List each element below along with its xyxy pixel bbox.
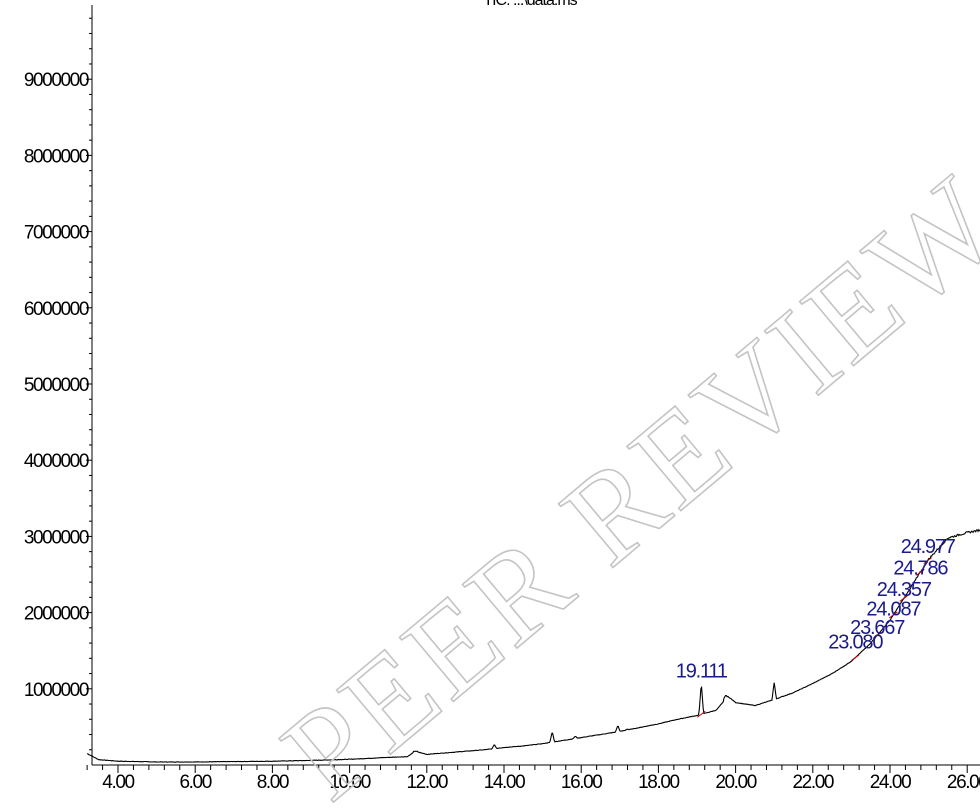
peak-marker [850,654,860,662]
peak-marker [923,557,933,565]
x-tick-label: 22.00 [793,772,834,793]
x-tick-label: 18.00 [638,772,679,793]
x-tick-label: 10.00 [329,772,370,793]
y-tick-label: 4000000 [24,451,89,472]
peak-label: 23.667 [850,617,905,639]
y-tick-label: 6000000 [24,299,89,320]
peak-labels: 19.111 23.08023.66724.08724.35724.78624.9… [676,536,957,682]
y-tick-label: 5000000 [24,375,89,396]
x-tick-label: 14.00 [484,772,525,793]
peak-marker [696,710,706,718]
y-tick-label: 2000000 [24,604,89,625]
x-tick-label: 8.00 [257,772,289,793]
peak-label: 23.080 [828,631,883,653]
x-tick-label: 12.00 [407,772,448,793]
y-tick-label: 8000000 [24,146,89,167]
peak-marker [872,632,882,639]
x-tick-label: 16.00 [561,772,602,793]
x-tick-label: 26.00 [947,772,980,793]
x-tick-label: 24.00 [870,772,911,793]
y-tick-label: 1000000 [24,680,89,701]
chart-title: TIC: ...\data.ms [483,0,577,9]
peak-marker [899,595,909,602]
peak-label: 24.357 [877,579,932,601]
x-axis: 4.00 6.00 8.00 10.00 12.00 14.00 16.00 18.00 20.… [86,764,980,793]
plot-area [86,528,980,763]
peak-label: 19.111 [676,660,728,682]
y-axis: 1000000 2000000 3000000 4000000 5000000 60000… [24,5,93,765]
x-tick-label: 6.00 [180,772,212,793]
y-tick-label: 9000000 [24,70,89,91]
peak-marker [916,568,925,576]
y-tick-label: 3000000 [24,527,89,548]
peak-marker [889,611,898,619]
y-tick-label: 7000000 [24,223,89,244]
peak-label: 24.977 [901,536,956,558]
peak-label: 24.786 [893,558,948,580]
x-tick-label: 4.00 [102,772,134,793]
peak-label: 24.087 [866,599,921,621]
watermark: PEER REVIEW [257,148,980,811]
x-tick-label: 20.00 [715,772,756,793]
signal-trace [86,528,980,763]
